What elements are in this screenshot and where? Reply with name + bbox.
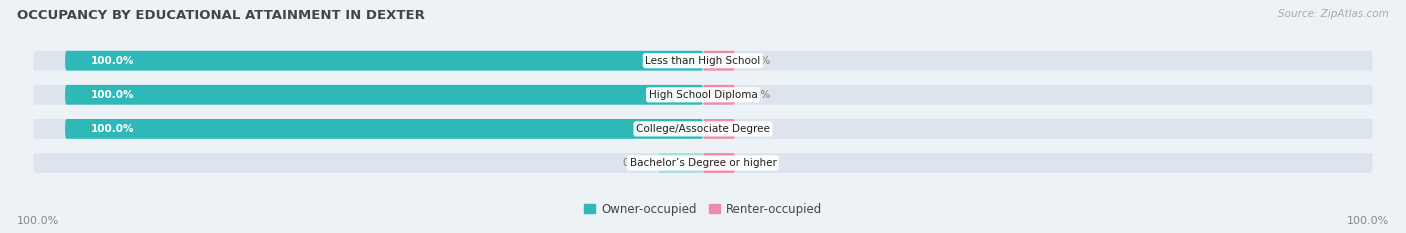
Text: College/Associate Degree: College/Associate Degree xyxy=(636,124,770,134)
FancyBboxPatch shape xyxy=(34,119,1372,139)
FancyBboxPatch shape xyxy=(658,153,703,173)
Text: 100.0%: 100.0% xyxy=(90,56,134,66)
Text: 0.0%: 0.0% xyxy=(744,56,770,66)
Text: 100.0%: 100.0% xyxy=(90,90,134,100)
FancyBboxPatch shape xyxy=(65,51,703,71)
Text: 0.0%: 0.0% xyxy=(744,90,770,100)
Text: Bachelor’s Degree or higher: Bachelor’s Degree or higher xyxy=(630,158,776,168)
Text: 0.0%: 0.0% xyxy=(744,158,770,168)
Text: 100.0%: 100.0% xyxy=(1347,216,1389,226)
FancyBboxPatch shape xyxy=(65,85,703,105)
Text: Source: ZipAtlas.com: Source: ZipAtlas.com xyxy=(1278,9,1389,19)
FancyBboxPatch shape xyxy=(34,85,1372,105)
Text: 100.0%: 100.0% xyxy=(90,124,134,134)
FancyBboxPatch shape xyxy=(703,85,735,105)
FancyBboxPatch shape xyxy=(703,119,735,139)
Text: OCCUPANCY BY EDUCATIONAL ATTAINMENT IN DEXTER: OCCUPANCY BY EDUCATIONAL ATTAINMENT IN D… xyxy=(17,9,425,22)
FancyBboxPatch shape xyxy=(65,119,703,139)
Text: Less than High School: Less than High School xyxy=(645,56,761,66)
Text: 100.0%: 100.0% xyxy=(17,216,59,226)
Text: 0.0%: 0.0% xyxy=(744,124,770,134)
FancyBboxPatch shape xyxy=(34,153,1372,173)
FancyBboxPatch shape xyxy=(34,51,1372,71)
Text: 0.0%: 0.0% xyxy=(623,158,648,168)
FancyBboxPatch shape xyxy=(703,51,735,71)
Text: High School Diploma: High School Diploma xyxy=(648,90,758,100)
Legend: Owner-occupied, Renter-occupied: Owner-occupied, Renter-occupied xyxy=(579,198,827,221)
FancyBboxPatch shape xyxy=(703,153,735,173)
